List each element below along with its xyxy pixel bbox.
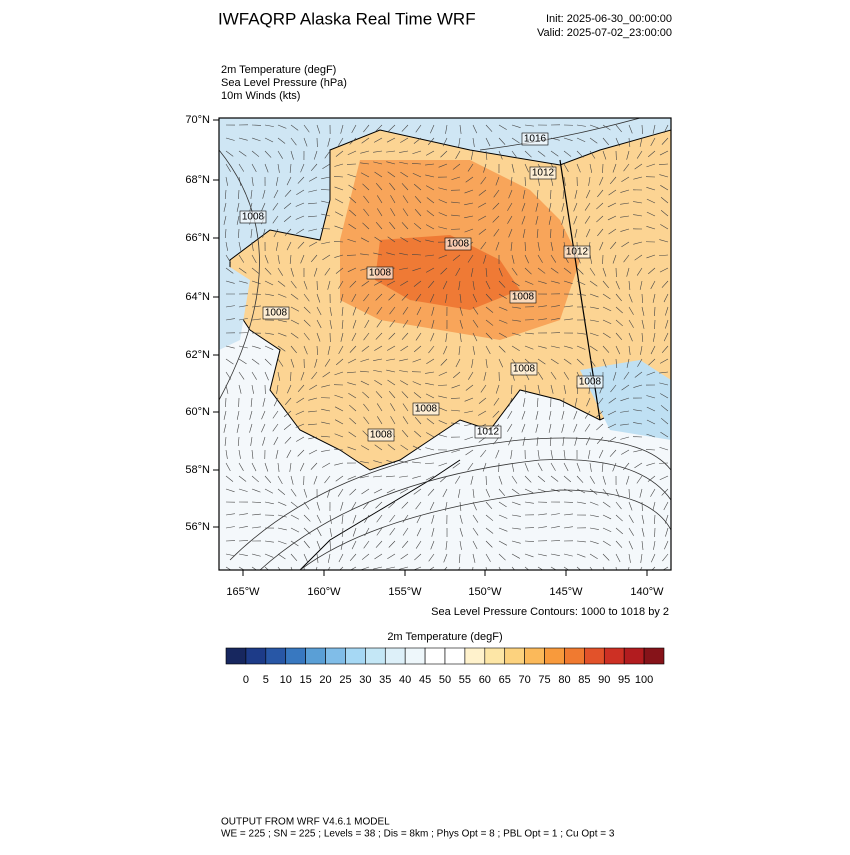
- colorbar-swatch: [365, 648, 385, 664]
- colorbar-swatch: [485, 648, 505, 664]
- colorbar-swatch: [405, 648, 425, 664]
- colorbar-label: 35: [379, 674, 391, 686]
- lon-label: 150°W: [468, 586, 502, 598]
- colorbar: 0 5 10 15 20 25 30 35 40 45 50 55 60 65 70 75 80 85 90 95 10…: [226, 648, 664, 686]
- lon-label: 140°W: [630, 586, 664, 598]
- colorbar-swatch: [505, 648, 525, 664]
- colorbar-label: 55: [459, 674, 471, 686]
- contour-label: 1008: [265, 308, 288, 319]
- colorbar-label: 30: [359, 674, 371, 686]
- contour-label: 1008: [369, 268, 392, 279]
- colorbar-label: 85: [578, 674, 590, 686]
- colorbar-swatch: [624, 648, 644, 664]
- contour-label: 1008: [447, 239, 470, 250]
- contour-label: 1008: [415, 404, 438, 415]
- colorbar-label: 80: [558, 674, 570, 686]
- colorbar-label: 20: [319, 674, 331, 686]
- lat-label: 56°N: [185, 521, 210, 533]
- colorbar-label: 75: [538, 674, 550, 686]
- lat-label: 66°N: [185, 232, 210, 244]
- lon-label: 145°W: [549, 586, 583, 598]
- colorbar-swatch: [326, 648, 346, 664]
- lat-label: 70°N: [185, 114, 210, 126]
- colorbar-swatch: [226, 648, 246, 664]
- colorbar-label: 100: [635, 674, 653, 686]
- contour-label: 1008: [242, 212, 265, 223]
- contour-label: 1012: [566, 247, 589, 258]
- colorbar-swatch: [525, 648, 545, 664]
- colorbar-label: 25: [339, 674, 351, 686]
- contour-label: 1012: [532, 168, 555, 179]
- footer-line: WE = 225 ; SN = 225 ; Levels = 38 ; Dis …: [221, 829, 615, 840]
- map: 1016 1012 1008 1008 1012 1008 1008 1008 1008 1008…: [185, 114, 671, 598]
- contour-label: 1008: [512, 292, 535, 303]
- contour-note: Sea Level Pressure Contours: 1000 to 101…: [431, 606, 669, 618]
- contour-label: 1016: [524, 134, 547, 145]
- lat-label: 60°N: [185, 406, 210, 418]
- footer-line: OUTPUT FROM WRF V4.6.1 MODEL: [221, 817, 390, 828]
- colorbar-label: 60: [479, 674, 491, 686]
- field-label: Sea Level Pressure (hPa): [221, 77, 347, 89]
- colorbar-swatch: [345, 648, 365, 664]
- title: IWFAQRP Alaska Real Time WRF: [218, 9, 476, 28]
- valid-time: Valid: 2025-07-02_23:00:00: [537, 27, 672, 39]
- colorbar-swatch: [286, 648, 306, 664]
- colorbar-label: 50: [439, 674, 451, 686]
- colorbar-swatch: [644, 648, 664, 664]
- colorbar-swatch: [604, 648, 624, 664]
- colorbar-label: 10: [280, 674, 292, 686]
- colorbar-title: 2m Temperature (degF): [387, 631, 502, 643]
- colorbar-swatch: [465, 648, 485, 664]
- colorbar-label: 0: [243, 674, 249, 686]
- colorbar-label: 95: [618, 674, 630, 686]
- lon-label: 160°W: [307, 586, 341, 598]
- colorbar-swatch: [385, 648, 405, 664]
- colorbar-label: 5: [263, 674, 269, 686]
- contour-label: 1008: [370, 430, 393, 441]
- init-time: Init: 2025-06-30_00:00:00: [546, 13, 672, 25]
- colorbar-swatch: [266, 648, 286, 664]
- contour-label: 1012: [477, 427, 500, 438]
- contour-label: 1008: [579, 377, 602, 388]
- lon-label: 165°W: [226, 586, 260, 598]
- colorbar-swatch: [445, 648, 465, 664]
- lat-label: 68°N: [185, 174, 210, 186]
- colorbar-label: 65: [499, 674, 511, 686]
- lat-label: 58°N: [185, 464, 210, 476]
- colorbar-swatch: [564, 648, 584, 664]
- field-label: 2m Temperature (degF): [221, 64, 336, 76]
- lat-label: 62°N: [185, 349, 210, 361]
- colorbar-label: 70: [519, 674, 531, 686]
- colorbar-label: 90: [598, 674, 610, 686]
- colorbar-swatch: [306, 648, 326, 664]
- colorbar-swatch: [425, 648, 445, 664]
- colorbar-swatch: [584, 648, 604, 664]
- field-label: 10m Winds (kts): [221, 90, 300, 102]
- lat-label: 64°N: [185, 291, 210, 303]
- colorbar-label: 40: [399, 674, 411, 686]
- colorbar-swatch: [246, 648, 266, 664]
- contour-label: 1008: [513, 364, 536, 375]
- colorbar-swatch: [545, 648, 565, 664]
- colorbar-label: 45: [419, 674, 431, 686]
- lon-label: 155°W: [388, 586, 422, 598]
- colorbar-label: 15: [300, 674, 312, 686]
